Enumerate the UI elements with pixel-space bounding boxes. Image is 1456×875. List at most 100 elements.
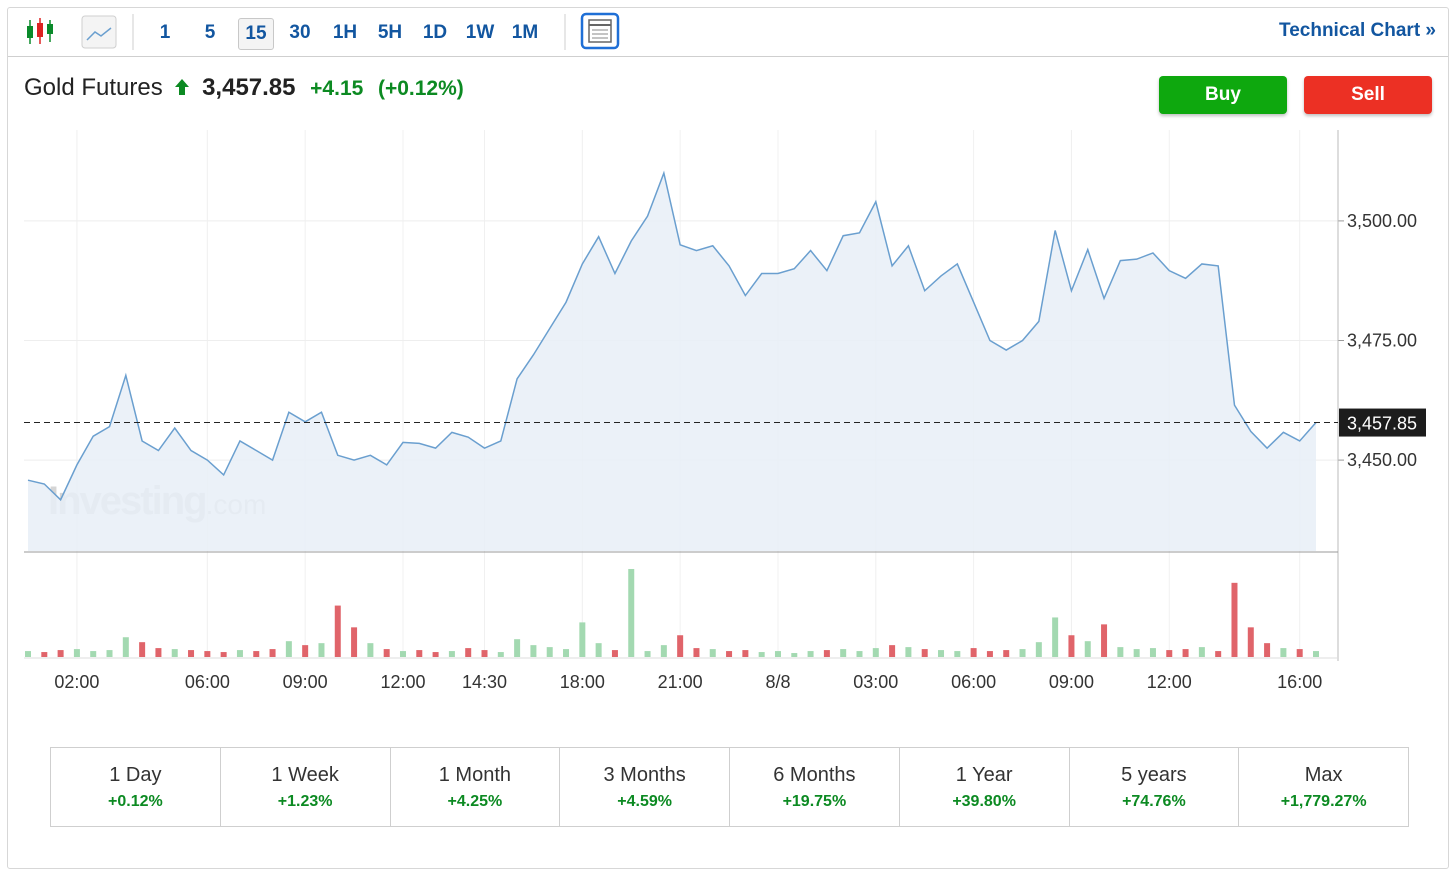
volume-bar <box>204 651 211 657</box>
volume-bar <box>106 650 113 657</box>
layout-icon[interactable] <box>560 8 620 56</box>
period-change: +19.75% <box>782 793 847 810</box>
period-change: +4.25% <box>447 793 503 810</box>
volume-bar <box>236 650 243 657</box>
x-tick-label: 12:00 <box>1147 672 1192 692</box>
period-cell[interactable]: 6 Months +19.75% <box>730 748 900 826</box>
performance-table: 1 Day +0.12% 1 Week +1.23% 1 Month +4.25% 3 Mo… <box>50 747 1409 827</box>
x-tick-label: 21:00 <box>658 672 703 692</box>
x-tick-label: 02:00 <box>54 672 99 692</box>
period-cell[interactable]: 5 years +74.76% <box>1070 748 1240 826</box>
price-change: +4.15 <box>310 77 364 100</box>
period-cell[interactable]: 1 Day +0.12% <box>51 748 221 826</box>
volume-bar <box>938 650 945 657</box>
volume-bar <box>807 651 814 657</box>
period-label: 1 Year <box>955 764 1013 786</box>
volume-bar <box>791 653 798 657</box>
volume-bar <box>1035 642 1042 657</box>
volume-bar <box>1068 635 1075 657</box>
toolbar: 1 5 15 30 1H 5H 1D 1W 1M Technical Chart » <box>8 8 1448 57</box>
interval-button[interactable]: 1H <box>332 22 358 43</box>
x-tick-label: 06:00 <box>951 672 996 692</box>
period-label: Max <box>1304 764 1343 786</box>
volume-bar <box>546 647 553 657</box>
volume-bar <box>514 639 521 657</box>
x-tick-label: 12:00 <box>380 672 425 692</box>
volume-bar <box>774 651 781 657</box>
volume-bar <box>823 650 830 657</box>
technical-chart-link[interactable]: Technical Chart » <box>1279 20 1436 41</box>
period-label: 1 Month <box>438 764 511 786</box>
interval-button[interactable]: 30 <box>289 22 311 43</box>
volume-bar <box>1280 648 1287 657</box>
price-change-pct: (+0.12%) <box>377 77 464 100</box>
volume-bar <box>1182 649 1189 657</box>
volume-bar <box>334 605 341 657</box>
volume-bar <box>465 648 472 657</box>
volume-bar <box>1133 649 1140 657</box>
volume-bar <box>530 645 537 657</box>
interval-button[interactable]: 15 <box>238 18 274 50</box>
period-change: +1.23% <box>277 793 333 810</box>
volume-bar <box>318 643 325 657</box>
interval-button[interactable]: 5H <box>377 22 403 43</box>
interval-button[interactable]: 1W <box>465 22 495 43</box>
volume-bar <box>139 642 146 657</box>
volume-bar <box>905 647 912 657</box>
period-cell[interactable]: Max +1,779.27% <box>1239 748 1408 826</box>
volume-bar <box>1052 617 1059 657</box>
x-tick-label: 18:00 <box>560 672 605 692</box>
candle-icon[interactable] <box>27 18 53 44</box>
volume-bar <box>253 651 260 657</box>
interval-button[interactable]: 5 <box>204 22 216 43</box>
chart-type-icons <box>27 14 134 50</box>
period-change: +4.59% <box>617 793 672 810</box>
volume-bar <box>709 649 716 657</box>
line-icon[interactable] <box>81 15 117 49</box>
volume-bar <box>1296 649 1303 657</box>
volume-bar <box>742 650 749 657</box>
period-cell[interactable]: 1 Month +4.25% <box>391 748 561 826</box>
period-change: +74.76% <box>1122 793 1186 810</box>
period-cell[interactable]: 1 Week +1.23% <box>221 748 391 826</box>
volume-bar <box>269 649 276 657</box>
period-cell[interactable]: 3 Months +4.59% <box>560 748 730 826</box>
period-cell[interactable]: 1 Year +39.80% <box>900 748 1070 826</box>
sell-button[interactable]: Sell <box>1304 76 1432 114</box>
interval-button[interactable]: 1 <box>159 22 171 43</box>
instrument-name: Gold Futures <box>24 74 163 101</box>
volume-bar <box>90 651 97 657</box>
y-tick-label: 3,475.00 <box>1347 331 1417 351</box>
volume-bar <box>758 652 765 657</box>
period-change: +39.80% <box>952 793 1016 810</box>
chart: 02:00 06:00 09:00 12:00 14:30 18:00 21:00 8/8 03… <box>24 130 1426 692</box>
interval-button[interactable]: 1D <box>422 22 448 43</box>
last-price-label: 3,457.85 <box>1347 414 1417 434</box>
x-tick-label: 8/8 <box>765 672 790 692</box>
volume-bar <box>628 568 635 657</box>
volume-bar <box>448 651 455 657</box>
period-label: 1 Week <box>271 764 339 786</box>
interval-button[interactable]: 1M <box>511 22 539 43</box>
volume-bar <box>416 650 423 657</box>
volume-bar <box>856 651 863 657</box>
volume-bar <box>432 652 439 657</box>
buy-button[interactable]: Buy <box>1159 76 1287 114</box>
volume-bar <box>1019 649 1026 657</box>
volume-bar <box>1117 647 1124 657</box>
volume-bar <box>383 649 390 657</box>
volume-bar <box>579 622 586 657</box>
volume-bar <box>1149 648 1156 657</box>
volume-bar <box>1101 624 1108 657</box>
volume-bar <box>57 650 64 657</box>
volume-bar <box>367 643 374 657</box>
x-tick-label: 16:00 <box>1277 672 1322 692</box>
volume-bar <box>660 645 667 657</box>
volume-bar <box>921 649 928 657</box>
volume-bar <box>1313 651 1319 657</box>
last-price-tag <box>1339 408 1426 437</box>
volume-bar <box>563 649 570 657</box>
volume-bar <box>611 650 618 657</box>
volume-bar <box>840 649 847 657</box>
